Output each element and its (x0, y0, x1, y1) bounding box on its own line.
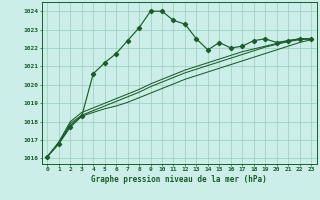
X-axis label: Graphe pression niveau de la mer (hPa): Graphe pression niveau de la mer (hPa) (91, 175, 267, 184)
